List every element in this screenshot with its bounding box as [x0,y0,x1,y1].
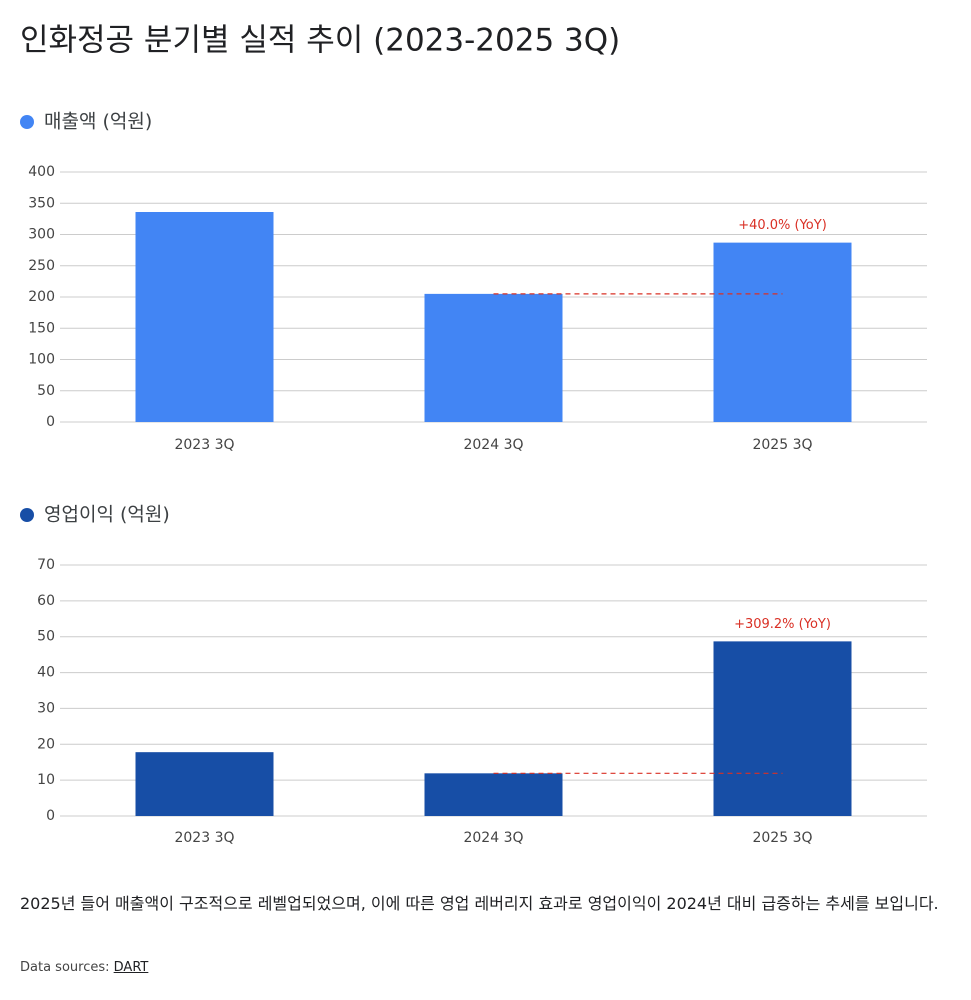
yoy-annotation: +309.2% (YoY) [734,617,831,632]
y-tick-label: 60 [37,593,55,609]
y-tick-label: 70 [37,557,55,573]
page-title: 인화정공 분기별 실적 추이 (2023-2025 3Q) [20,23,620,59]
x-tick-label: 2025 3Q [752,830,812,846]
x-tick-label: 2024 3Q [463,830,523,846]
x-tick-label: 2023 3Q [174,830,234,846]
source-label: Data sources: [20,960,110,975]
chart: 인화정공 분기별 실적 추이 (2023-2025 3Q) 매출액 (억원) 0 5… [20,23,927,846]
y-tick-label: 150 [28,320,55,336]
source-link[interactable]: DART [113,960,149,975]
legend-label: 매출액 (억원) [44,111,152,133]
yoy-annotation: +40.0% (YoY) [738,218,827,233]
y-tick-label: 40 [37,665,55,681]
y-tick-label: 50 [37,629,55,645]
y-tick-label: 350 [28,195,55,211]
y-tick-label: 100 [28,352,55,368]
bar [713,641,852,816]
bar [713,242,852,422]
bar [424,773,563,816]
y-tick-label: 10 [37,772,55,788]
y-tick-label: 200 [28,289,55,305]
y-tick-label: 20 [37,736,55,752]
x-tick-label: 2023 3Q [174,437,234,453]
y-tick-label: 400 [28,164,55,180]
bar [135,752,274,816]
y-tick-label: 300 [28,227,55,243]
x-tick-label: 2024 3Q [463,437,523,453]
legend-marker [20,115,34,129]
y-tick-label: 50 [37,383,55,399]
y-tick-label: 30 [37,700,55,716]
y-tick-label: 0 [46,808,55,824]
source: Data sources: DART [20,960,148,975]
bar [424,293,563,422]
legend-marker [20,508,34,522]
y-tick-label: 0 [46,414,55,430]
legend-label: 영업이익 (억원) [44,504,170,526]
x-tick-label: 2025 3Q [752,437,812,453]
y-tick-label: 250 [28,258,55,274]
note: 2025년 들어 매출액이 구조적으로 레벨업되었으며, 이에 따른 영업 레버… [20,894,939,913]
bar [135,212,274,422]
